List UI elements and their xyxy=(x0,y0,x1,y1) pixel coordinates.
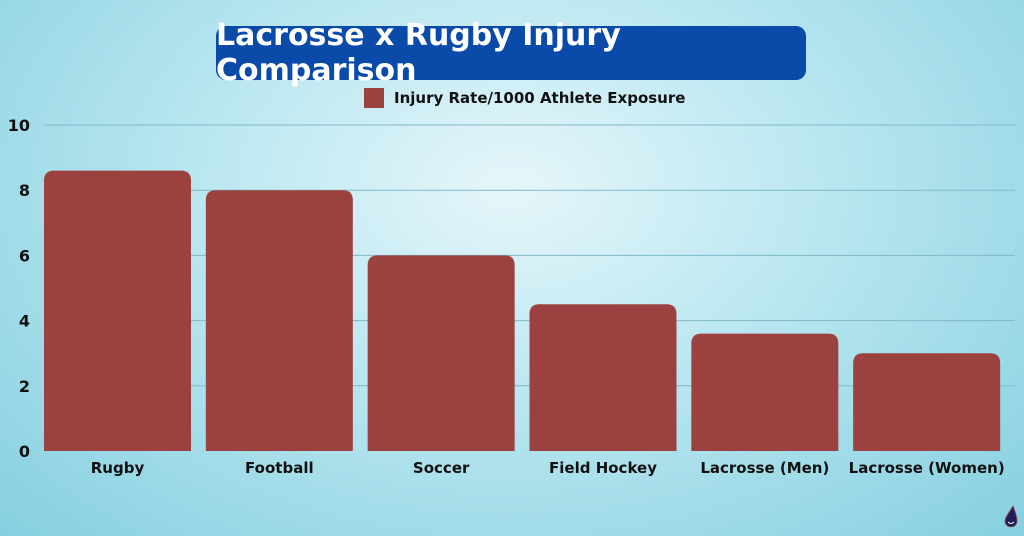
legend: Injury Rate/1000 Athlete Exposure xyxy=(364,88,685,108)
bar xyxy=(529,304,677,451)
x-tick-label: Rugby xyxy=(91,459,145,477)
bar xyxy=(691,333,839,451)
x-tick-label: Soccer xyxy=(413,459,470,477)
x-tick-label: Lacrosse (Women) xyxy=(849,459,1005,477)
y-tick-label: 10 xyxy=(8,116,30,135)
bar xyxy=(853,353,1001,451)
y-tick-label: 6 xyxy=(19,246,30,265)
bar xyxy=(367,255,515,451)
water-drop-icon xyxy=(1004,505,1018,527)
legend-label: Injury Rate/1000 Athlete Exposure xyxy=(394,89,686,107)
x-tick-label: Field Hockey xyxy=(549,459,657,477)
legend-swatch xyxy=(364,88,384,108)
y-tick-label: 8 xyxy=(19,181,30,200)
y-tick-label: 0 xyxy=(19,442,30,461)
bar xyxy=(205,190,353,451)
x-tick-label: Lacrosse (Men) xyxy=(700,459,829,477)
bar xyxy=(44,170,191,451)
y-tick-label: 4 xyxy=(19,312,30,331)
y-tick-label: 2 xyxy=(19,377,30,396)
x-tick-label: Football xyxy=(245,459,314,477)
